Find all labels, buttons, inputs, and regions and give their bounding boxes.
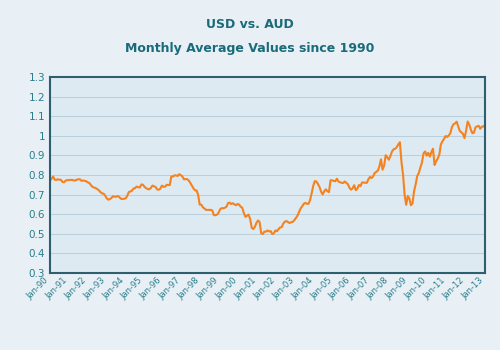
- Text: Monthly Average Values since 1990: Monthly Average Values since 1990: [126, 42, 374, 55]
- Text: USD vs. AUD: USD vs. AUD: [206, 18, 294, 30]
